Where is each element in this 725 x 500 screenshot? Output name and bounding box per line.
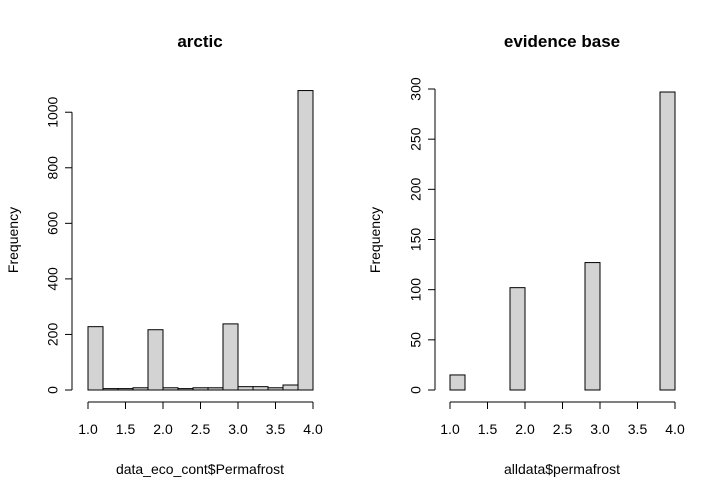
histogram-bar (87, 326, 104, 391)
histogram-bar (252, 386, 269, 391)
x-tick-label: 1.0 (440, 421, 460, 437)
panel-evidence-base: evidence base alldata$permafrost Frequen… (367, 32, 685, 477)
y-axis: 0 200 400 600 800 1000 (45, 96, 73, 394)
x-tick-label: 3.5 (628, 421, 648, 437)
histogram-bar (449, 374, 466, 391)
y-tick-label: 300 (408, 77, 424, 101)
x-tick-label: 3.0 (228, 421, 248, 437)
x-tick-label: 2.5 (553, 421, 573, 437)
y-tick-label: 400 (45, 267, 61, 291)
x-axis: 1.0 1.5 2.0 2.5 3.0 3.5 4.0 (78, 401, 323, 437)
histogram-bar (162, 387, 179, 391)
histogram-bar (659, 91, 676, 391)
chart-title: evidence base (504, 32, 620, 51)
x-tick-label: 1.5 (116, 421, 136, 437)
y-axis: 0 50 100 150 200 250 300 (408, 77, 436, 394)
histogram-bar (222, 323, 239, 391)
x-axis-label: alldata$permafrost (504, 461, 620, 477)
y-tick-label: 50 (408, 332, 424, 348)
histogram-bar (147, 329, 164, 391)
x-axis-label: data_eco_cont$Permafrost (116, 461, 284, 477)
x-tick-label: 3.0 (590, 421, 610, 437)
y-tick-label: 200 (408, 177, 424, 201)
histogram-bar (177, 388, 194, 391)
y-tick-label: 1000 (45, 96, 61, 127)
x-tick-label: 2.5 (191, 421, 211, 437)
chart-title: arctic (177, 32, 222, 51)
histogram-bar (509, 287, 526, 391)
y-tick-label: 100 (408, 278, 424, 302)
histogram-bar (117, 388, 134, 391)
x-tick-label: 1.5 (478, 421, 498, 437)
bars-group (449, 91, 676, 391)
y-tick-label: 0 (45, 386, 61, 394)
histogram-bar (297, 90, 314, 391)
x-tick-label: 2.0 (153, 421, 173, 437)
panel-arctic: arctic data_eco_cont$Permafrost Frequenc… (5, 32, 323, 477)
y-tick-label: 0 (408, 386, 424, 394)
histogram-bar (132, 387, 149, 391)
x-tick-label: 4.0 (665, 421, 685, 437)
y-axis-label: Frequency (367, 207, 383, 273)
y-axis-label: Frequency (5, 207, 21, 273)
x-tick-label: 1.0 (78, 421, 98, 437)
bars-group (87, 90, 314, 391)
y-tick-label: 250 (408, 127, 424, 151)
histogram-bar (267, 387, 284, 391)
x-tick-label: 2.0 (515, 421, 535, 437)
y-tick-label: 800 (45, 156, 61, 180)
histogram-bar (237, 386, 254, 391)
y-tick-label: 150 (408, 228, 424, 252)
y-tick-label: 200 (45, 323, 61, 347)
x-axis: 1.0 1.5 2.0 2.5 3.0 3.5 4.0 (440, 401, 685, 437)
histogram-bar (207, 387, 224, 391)
x-tick-label: 4.0 (303, 421, 323, 437)
histogram-bar (192, 387, 209, 391)
histogram-bar (102, 388, 119, 391)
histogram-bar (282, 384, 299, 391)
x-tick-label: 3.5 (266, 421, 286, 437)
y-tick-label: 600 (45, 211, 61, 235)
histogram-bar (584, 262, 601, 391)
